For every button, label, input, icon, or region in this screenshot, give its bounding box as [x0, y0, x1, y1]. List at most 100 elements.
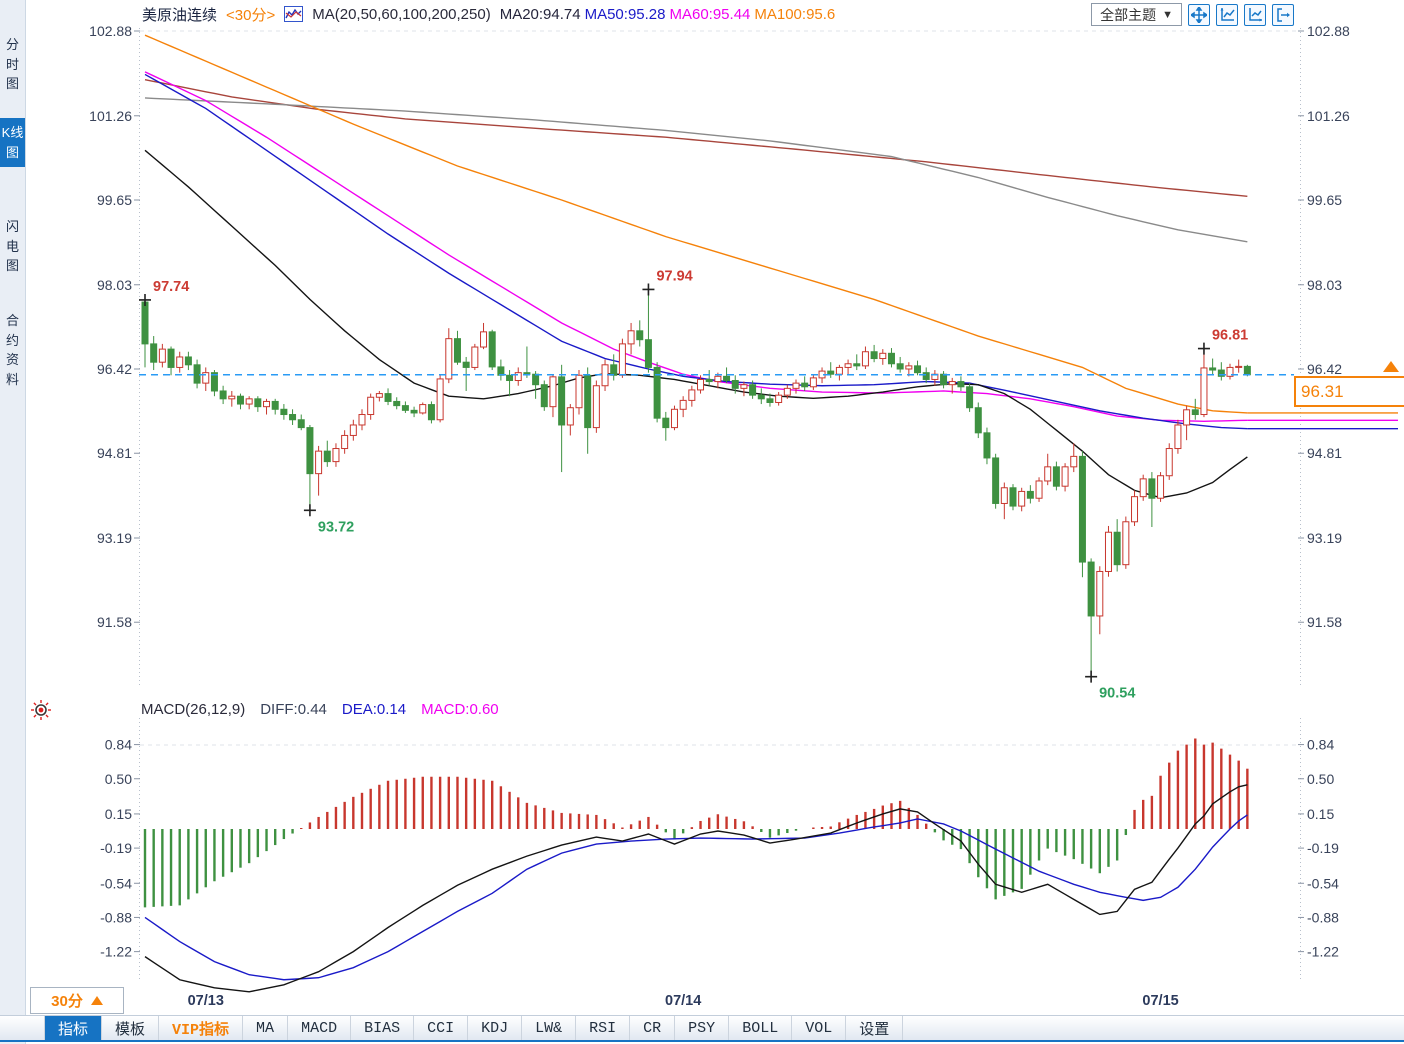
- annotation-93.72: 93.72: [318, 519, 354, 535]
- macd-diff-value: DIFF:0.44: [260, 701, 327, 718]
- price-axis-label: -0.54: [1307, 875, 1339, 891]
- tab-CR[interactable]: CR: [630, 1016, 676, 1040]
- extreme-marker-icon: [1085, 670, 1098, 683]
- ma-line-MA20: [144, 149, 1248, 499]
- price-axis-label: 93.19: [97, 530, 132, 546]
- extreme-marker-icon: [303, 504, 316, 517]
- annotation-96.81: 96.81: [1212, 328, 1248, 344]
- exit-right-icon[interactable]: [1272, 3, 1294, 26]
- price-axis-label: 93.19: [1307, 530, 1342, 546]
- pan-icon[interactable]: [1188, 3, 1210, 26]
- extreme-marker-icon: [1197, 342, 1210, 355]
- chevron-down-icon: ▼: [1162, 8, 1173, 21]
- ma-legend-value-1: MA50:95.28: [584, 5, 666, 23]
- price-axis-label: 0.15: [1307, 806, 1334, 822]
- toolbar: 全部主题 ▼: [1091, 3, 1294, 26]
- macd-histogram: [143, 738, 1249, 908]
- tab-VIP指标[interactable]: VIP指标: [159, 1016, 244, 1040]
- zoom-axis-arrow-icon[interactable]: [1244, 3, 1266, 26]
- diff-line: [144, 784, 1248, 993]
- price-axis-label: 98.03: [97, 277, 132, 293]
- tab-VOL[interactable]: VOL: [792, 1016, 847, 1040]
- price-axis-label: 91.58: [97, 614, 132, 630]
- price-axis-label: -0.19: [1307, 840, 1339, 856]
- annotation-97.74: 97.74: [153, 279, 189, 295]
- price-axis-label: 102.88: [89, 23, 132, 39]
- ma-line-MA250: [144, 78, 1248, 198]
- chart-frame: 102.88 102.88 101.26 101.26 99.65 99.65 98.03 9…: [89, 23, 1350, 982]
- price-axis-label: 0.50: [1307, 771, 1334, 787]
- candlestick-series: [141, 289, 1251, 677]
- extreme-marker-icon: [139, 293, 151, 306]
- price-axis-label: 0.84: [1307, 737, 1334, 753]
- tab-BIAS[interactable]: BIAS: [351, 1016, 415, 1040]
- macd-dea-value: DEA:0.14: [341, 701, 407, 718]
- price-axis-label: -0.88: [100, 909, 132, 925]
- annotation-97.94: 97.94: [656, 268, 692, 284]
- price-up-arrow-icon: [1383, 361, 1399, 372]
- price-axis-label: 96.42: [1307, 361, 1342, 377]
- macd-header: MACD(26,12,9) DIFF:0.44 DEA:0.14 MACD:0.…: [141, 701, 499, 718]
- current-price-box: 96.31: [1294, 376, 1404, 407]
- date-label-07/13: 07/13: [188, 993, 224, 1009]
- price-annotations: 97.74 97.94 96.81 93.72 90.54: [139, 268, 1248, 702]
- tab-模板[interactable]: 模板: [102, 1016, 160, 1040]
- tab-MA[interactable]: MA: [243, 1016, 289, 1040]
- ma-settings-label: MA(20,50,60,100,200,250): [312, 5, 491, 23]
- indicator-hot-icon: [30, 699, 52, 726]
- price-axis-label: -1.22: [1307, 944, 1339, 960]
- price-axis-label: 102.88: [1307, 23, 1350, 39]
- ma-legend: MA20:94.74 MA50:95.28 MA60:95.44 MA100:95.6: [500, 6, 840, 23]
- tab-LW&[interactable]: LW&: [522, 1016, 577, 1040]
- sidebar-item-2[interactable]: 闪电图: [5, 219, 19, 273]
- theme-selector[interactable]: 全部主题 ▼: [1091, 3, 1182, 26]
- ma-line-MA200: [144, 97, 1248, 243]
- price-axis-label: 101.26: [1307, 108, 1350, 124]
- sidebar-item-3[interactable]: 合约资料: [5, 313, 19, 387]
- triangle-up-icon: [90, 996, 103, 1005]
- tab-MACD[interactable]: MACD: [288, 1016, 352, 1040]
- ma-line-MA60: [144, 71, 1248, 423]
- price-axis-label: 94.81: [1307, 445, 1342, 461]
- date-label-07/15: 07/15: [1142, 993, 1178, 1009]
- price-axis-label: 96.42: [97, 361, 132, 377]
- tab-CCI[interactable]: CCI: [414, 1016, 469, 1040]
- tab-PSY[interactable]: PSY: [675, 1016, 730, 1040]
- zoom-axis-icon[interactable]: [1216, 3, 1238, 26]
- ma-legend-value-3: MA100:95.6: [754, 5, 836, 23]
- tab-设置[interactable]: 设置: [846, 1016, 904, 1040]
- chart-type-icon: [284, 6, 304, 22]
- ma-legend-value-0: MA20:94.74: [499, 5, 581, 23]
- price-axis-label: 99.65: [97, 192, 132, 208]
- price-axis-label: -1.22: [100, 944, 132, 960]
- period-selector[interactable]: 30分: [30, 987, 124, 1014]
- macd-macd-value: MACD:0.60: [421, 701, 499, 718]
- ma-line-MA100: [144, 34, 1248, 414]
- price-axis-label: 98.03: [1307, 277, 1342, 293]
- sidebar-item-1[interactable]: K线图: [0, 118, 25, 167]
- price-axis-label: 0.15: [105, 806, 132, 822]
- price-axis-label: 94.81: [97, 445, 132, 461]
- macd-params: MACD(26,12,9): [141, 701, 246, 718]
- price-axis-label: 0.50: [105, 771, 132, 787]
- instrument-title: 美原油连续: [142, 6, 218, 24]
- sidebar: 分时图 K线图闪电图合约资料: [0, 0, 26, 1044]
- sidebar-item-0[interactable]: 分时图: [5, 37, 19, 91]
- period-tag: <30分>: [226, 6, 276, 24]
- price-axis-label: -0.19: [100, 840, 132, 856]
- price-axis-label: 99.65: [1307, 192, 1342, 208]
- price-axis-label: 91.58: [1307, 614, 1342, 630]
- annotation-90.54: 90.54: [1099, 686, 1135, 702]
- indicator-tab-bar: 指标 模板 VIP指标 MA MACD BIAS CCI KDJ LW& RSI CR PSY BOLL…: [0, 1015, 1404, 1042]
- period-selector-label: 30分: [51, 993, 83, 1010]
- price-axis-label: 0.84: [105, 737, 132, 753]
- theme-selector-label: 全部主题: [1100, 6, 1157, 23]
- tab-BOLL[interactable]: BOLL: [729, 1016, 793, 1040]
- price-axis-label: -0.54: [100, 875, 132, 891]
- tab-RSI[interactable]: RSI: [576, 1016, 631, 1040]
- tab-KDJ[interactable]: KDJ: [468, 1016, 523, 1040]
- price-axis-label: -0.88: [1307, 909, 1339, 925]
- tab-指标[interactable]: 指标: [44, 1016, 103, 1040]
